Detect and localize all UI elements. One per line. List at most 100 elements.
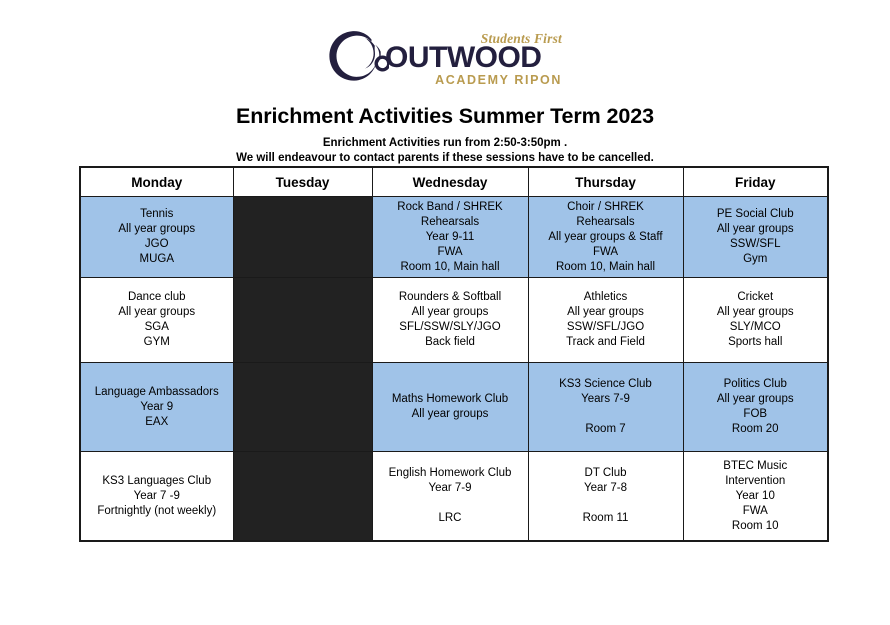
cell-line: All year groups [716, 223, 794, 235]
cell-line: LRC [438, 512, 462, 524]
logo-tagline: Students First [480, 31, 562, 46]
cell-line: All year groups & Staff [548, 230, 663, 243]
cell-line: Track and Field [566, 336, 645, 348]
cell-line: Year 7 -9 [133, 489, 180, 502]
cell-content: Choir / SHREK Rehearsals All year groups &… [529, 200, 683, 275]
school-logo: Students First OUTWOOD ACADEMY RIPON [0, 26, 890, 92]
cell-line: Language Ambassadors [94, 385, 219, 398]
cell-content: English Homework Club Year 7-9 LRC [373, 466, 528, 526]
logo-wordmark: OUTWOOD [385, 41, 542, 74]
cell-monday-row3: Language Ambassadors Year 9 EAX [79, 362, 234, 452]
cell-content: Tennis All year groups JGO MUGA [81, 207, 233, 267]
page-subtitle-times: Enrichment Activities run from 2:50-3:50… [322, 137, 568, 149]
cell-line: BTEC Music [723, 459, 788, 472]
cell-line: All year groups [411, 408, 489, 420]
cell-line: PE Social Club [716, 208, 794, 220]
table-row: Tennis All year groups JGO MUGA Rock Band / … [79, 196, 829, 278]
cell-wednesday-row4: English Homework Club Year 7-9 LRC [371, 451, 529, 542]
cell-line: Year 9 [140, 400, 174, 413]
cell-thursday-row4: DT Club Year 7-8 Room 11 [527, 451, 684, 542]
cell-line: SLY/MCO [729, 321, 781, 333]
cell-spacer [529, 407, 683, 422]
cell-line: SSW/SFL [730, 238, 781, 250]
cell-line: All year groups [567, 306, 644, 318]
cell-line: All year groups [716, 393, 794, 405]
cell-line: Intervention [725, 474, 786, 487]
column-header-wednesday: Wednesday [371, 166, 529, 197]
cell-tuesday-row3 [232, 362, 373, 452]
column-header-tuesday: Tuesday [232, 166, 373, 197]
cell-wednesday-row1: Rock Band / SHREK Rehearsals Year 9-11 FWA R… [371, 196, 529, 278]
cell-line: Years 7-9 [581, 393, 630, 405]
cell-line: Room 10, Main hall [400, 260, 500, 273]
column-header-thursday: Thursday [527, 166, 684, 197]
cell-spacer [373, 496, 528, 511]
cell-line: Choir / SHREK [567, 200, 644, 213]
cell-friday-row1: PE Social Club All year groups SSW/SFL Gym [682, 196, 829, 278]
cell-line: Year 9-11 [425, 230, 475, 243]
cell-monday-row4: KS3 Languages Club Year 7 -9 Fortnightly (… [79, 451, 234, 542]
cell-line: Politics Club [723, 378, 787, 390]
cell-line: All year groups [716, 306, 794, 318]
table-row: Language Ambassadors Year 9 EAX Maths Homew… [79, 362, 829, 452]
cell-friday-row2: Cricket All year groups SLY/MCO Sports hall [682, 277, 829, 363]
cell-line: All year groups [118, 223, 196, 235]
outwood-swirl-logo-icon [327, 29, 391, 89]
cell-content: Rock Band / SHREK Rehearsals Year 9-11 FWA R… [373, 200, 528, 275]
cell-content: KS3 Science Club Years 7-9 Room 7 [529, 377, 683, 437]
cell-line: Rehearsals [420, 215, 480, 228]
cell-line: Room 11 [582, 512, 629, 524]
cell-line: GYM [143, 336, 170, 348]
cell-content: Maths Homework Club All year groups [373, 392, 528, 422]
cell-line: Year 7-9 [428, 482, 472, 494]
page-subtitle-notice: We will endeavour to contact parents if … [236, 152, 654, 164]
cell-line: Cricket [737, 291, 774, 303]
table-row: Dance club All year groups SGA GYM Rounders … [79, 277, 829, 363]
table-body: Tennis All year groups JGO MUGA Rock Band / … [79, 196, 829, 542]
cell-line: EAX [145, 415, 169, 428]
cell-content: KS3 Languages Club Year 7 -9 Fortnightly (… [81, 474, 233, 519]
column-header-monday: Monday [79, 166, 234, 197]
cell-line: Year 10 [735, 489, 775, 502]
cell-content: PE Social Club All year groups SSW/SFL Gym [684, 207, 828, 267]
cell-content: DT Club Year 7-8 Room 11 [529, 466, 683, 526]
page-title: Enrichment Activities Summer Term 2023 [235, 104, 654, 128]
cell-thursday-row3: KS3 Science Club Years 7-9 Room 7 [527, 362, 684, 452]
cell-line: Rock Band / SHREK [397, 200, 503, 213]
logo-subtitle: ACADEMY RIPON [435, 73, 562, 87]
cell-line: SSW/SFL/JGO [566, 321, 645, 333]
cell-line: FOB [743, 408, 768, 420]
cell-content: Dance club All year groups SGA GYM [81, 290, 233, 350]
cell-line: Sports hall [728, 336, 783, 348]
cell-wednesday-row3: Maths Homework Club All year groups [371, 362, 529, 452]
cell-line: Gym [743, 253, 768, 265]
cell-line: Rehearsals [576, 215, 635, 228]
cell-tuesday-row2 [232, 277, 373, 363]
cell-content: Rounders & Softball All year groups SFL/SS… [373, 290, 528, 350]
cell-tuesday-row1 [232, 196, 373, 278]
cell-line: MUGA [139, 253, 175, 265]
column-header-friday: Friday [682, 166, 829, 197]
cell-line: SGA [144, 321, 169, 333]
cell-line: FWA [592, 245, 619, 258]
cell-line: Year 7-8 [583, 482, 628, 494]
cell-line: Rounders & Softball [398, 291, 502, 303]
cell-line: Room 20 [731, 423, 779, 435]
table-row: KS3 Languages Club Year 7 -9 Fortnightly (… [79, 451, 829, 542]
cell-monday-row2: Dance club All year groups SGA GYM [79, 277, 234, 363]
cell-line: Room 10 [731, 519, 779, 532]
logo-inner: Students First OUTWOOD ACADEMY RIPON [327, 28, 563, 90]
cell-spacer [529, 496, 683, 511]
cell-line: Fortnightly (not weekly) [97, 504, 217, 517]
cell-line: Dance club [127, 291, 186, 303]
cell-line: KS3 Languages Club [102, 474, 212, 487]
cell-line: Back field [425, 336, 475, 348]
table-header-row: Monday Tuesday Wednesday Thursday Friday [79, 166, 829, 197]
enrichment-timetable: Monday Tuesday Wednesday Thursday Friday… [79, 166, 829, 542]
logo-text-block: Students First OUTWOOD ACADEMY RIPON [385, 29, 563, 89]
cell-content: Cricket All year groups SLY/MCO Sports hall [684, 290, 828, 350]
cell-line: English Homework Club [388, 467, 512, 479]
cell-tuesday-row4 [232, 451, 373, 542]
cell-thursday-row2: Athletics All year groups SSW/SFL/JGO Track… [527, 277, 684, 363]
